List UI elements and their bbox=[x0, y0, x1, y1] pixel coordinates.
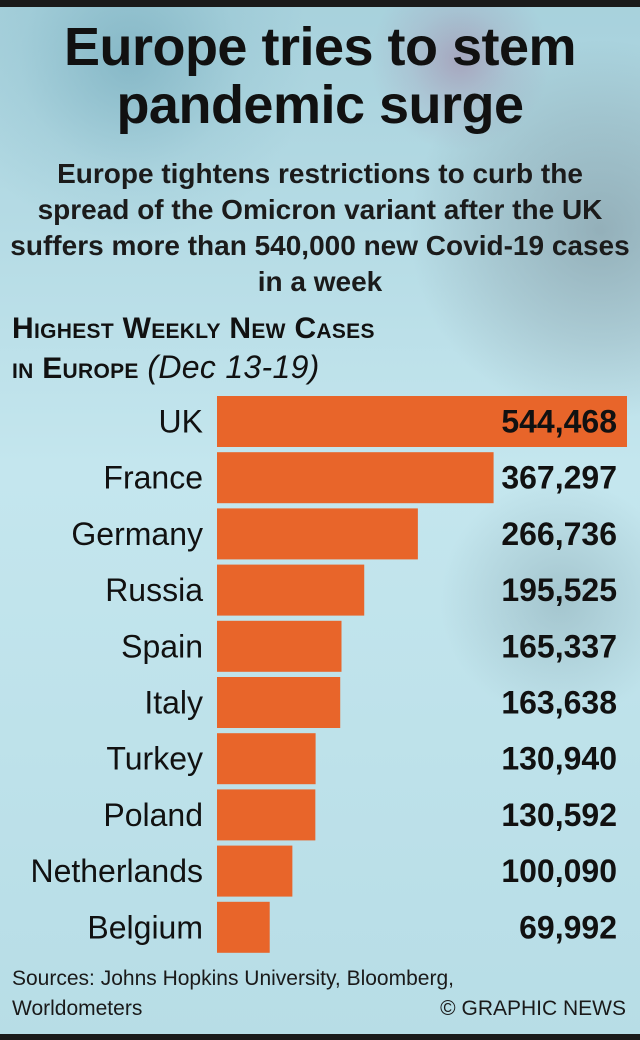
value-label-france: 367,297 bbox=[501, 460, 617, 496]
category-label-spain: Spain bbox=[121, 628, 203, 664]
bar-belgium bbox=[217, 901, 270, 953]
category-label-turkey: Turkey bbox=[106, 741, 203, 777]
value-label-poland: 130,592 bbox=[501, 797, 617, 833]
bar-russia bbox=[217, 564, 365, 616]
value-label-turkey: 130,940 bbox=[501, 741, 617, 777]
chart-heading: Highest Weekly New Cases in Europe (Dec … bbox=[12, 310, 632, 388]
top-rule bbox=[0, 0, 640, 7]
value-label-belgium: 69,992 bbox=[519, 909, 617, 945]
bottom-rule bbox=[0, 1034, 640, 1040]
chart-heading-dates: (Dec 13-19) bbox=[147, 349, 320, 385]
bar-uk bbox=[217, 396, 627, 447]
category-label-belgium: Belgium bbox=[87, 909, 203, 945]
page-title: Europe tries to stem pandemic surge bbox=[63, 17, 577, 135]
category-label-france: France bbox=[103, 460, 203, 496]
bar-chart: UK 544,468 France 367,297 Germany 266,736 Russ… bbox=[30, 396, 627, 953]
bar-netherlands bbox=[217, 845, 293, 897]
chart-heading-line2: in Europe bbox=[12, 352, 139, 385]
category-label-russia: Russia bbox=[105, 572, 203, 608]
category-label-uk: UK bbox=[159, 404, 203, 440]
bar-spain bbox=[217, 620, 342, 672]
value-label-italy: 163,638 bbox=[501, 685, 617, 721]
bar-italy bbox=[217, 677, 341, 728]
category-label-germany: Germany bbox=[71, 516, 203, 552]
bar-germany bbox=[217, 508, 418, 560]
bar-turkey bbox=[217, 733, 316, 785]
category-label-netherlands: Netherlands bbox=[30, 853, 203, 889]
value-label-spain: 165,337 bbox=[501, 628, 617, 664]
value-label-germany: 266,736 bbox=[501, 516, 617, 552]
sources-note: Sources: Johns Hopkins University, Bloom… bbox=[12, 967, 454, 1020]
category-label-poland: Poland bbox=[103, 797, 203, 833]
category-label-italy: Italy bbox=[144, 685, 203, 721]
chart-heading-line1: Highest Weekly New Cases bbox=[12, 312, 375, 345]
bar-poland bbox=[217, 789, 316, 841]
value-label-uk: 544,468 bbox=[501, 404, 617, 440]
bar-france bbox=[217, 452, 494, 504]
credit-note: © GRAPHIC NEWS bbox=[440, 997, 626, 1020]
value-label-netherlands: 100,090 bbox=[501, 853, 617, 889]
value-label-russia: 195,525 bbox=[501, 572, 617, 608]
page-subtitle: Europe tightens restrictions to curb the… bbox=[10, 158, 630, 297]
